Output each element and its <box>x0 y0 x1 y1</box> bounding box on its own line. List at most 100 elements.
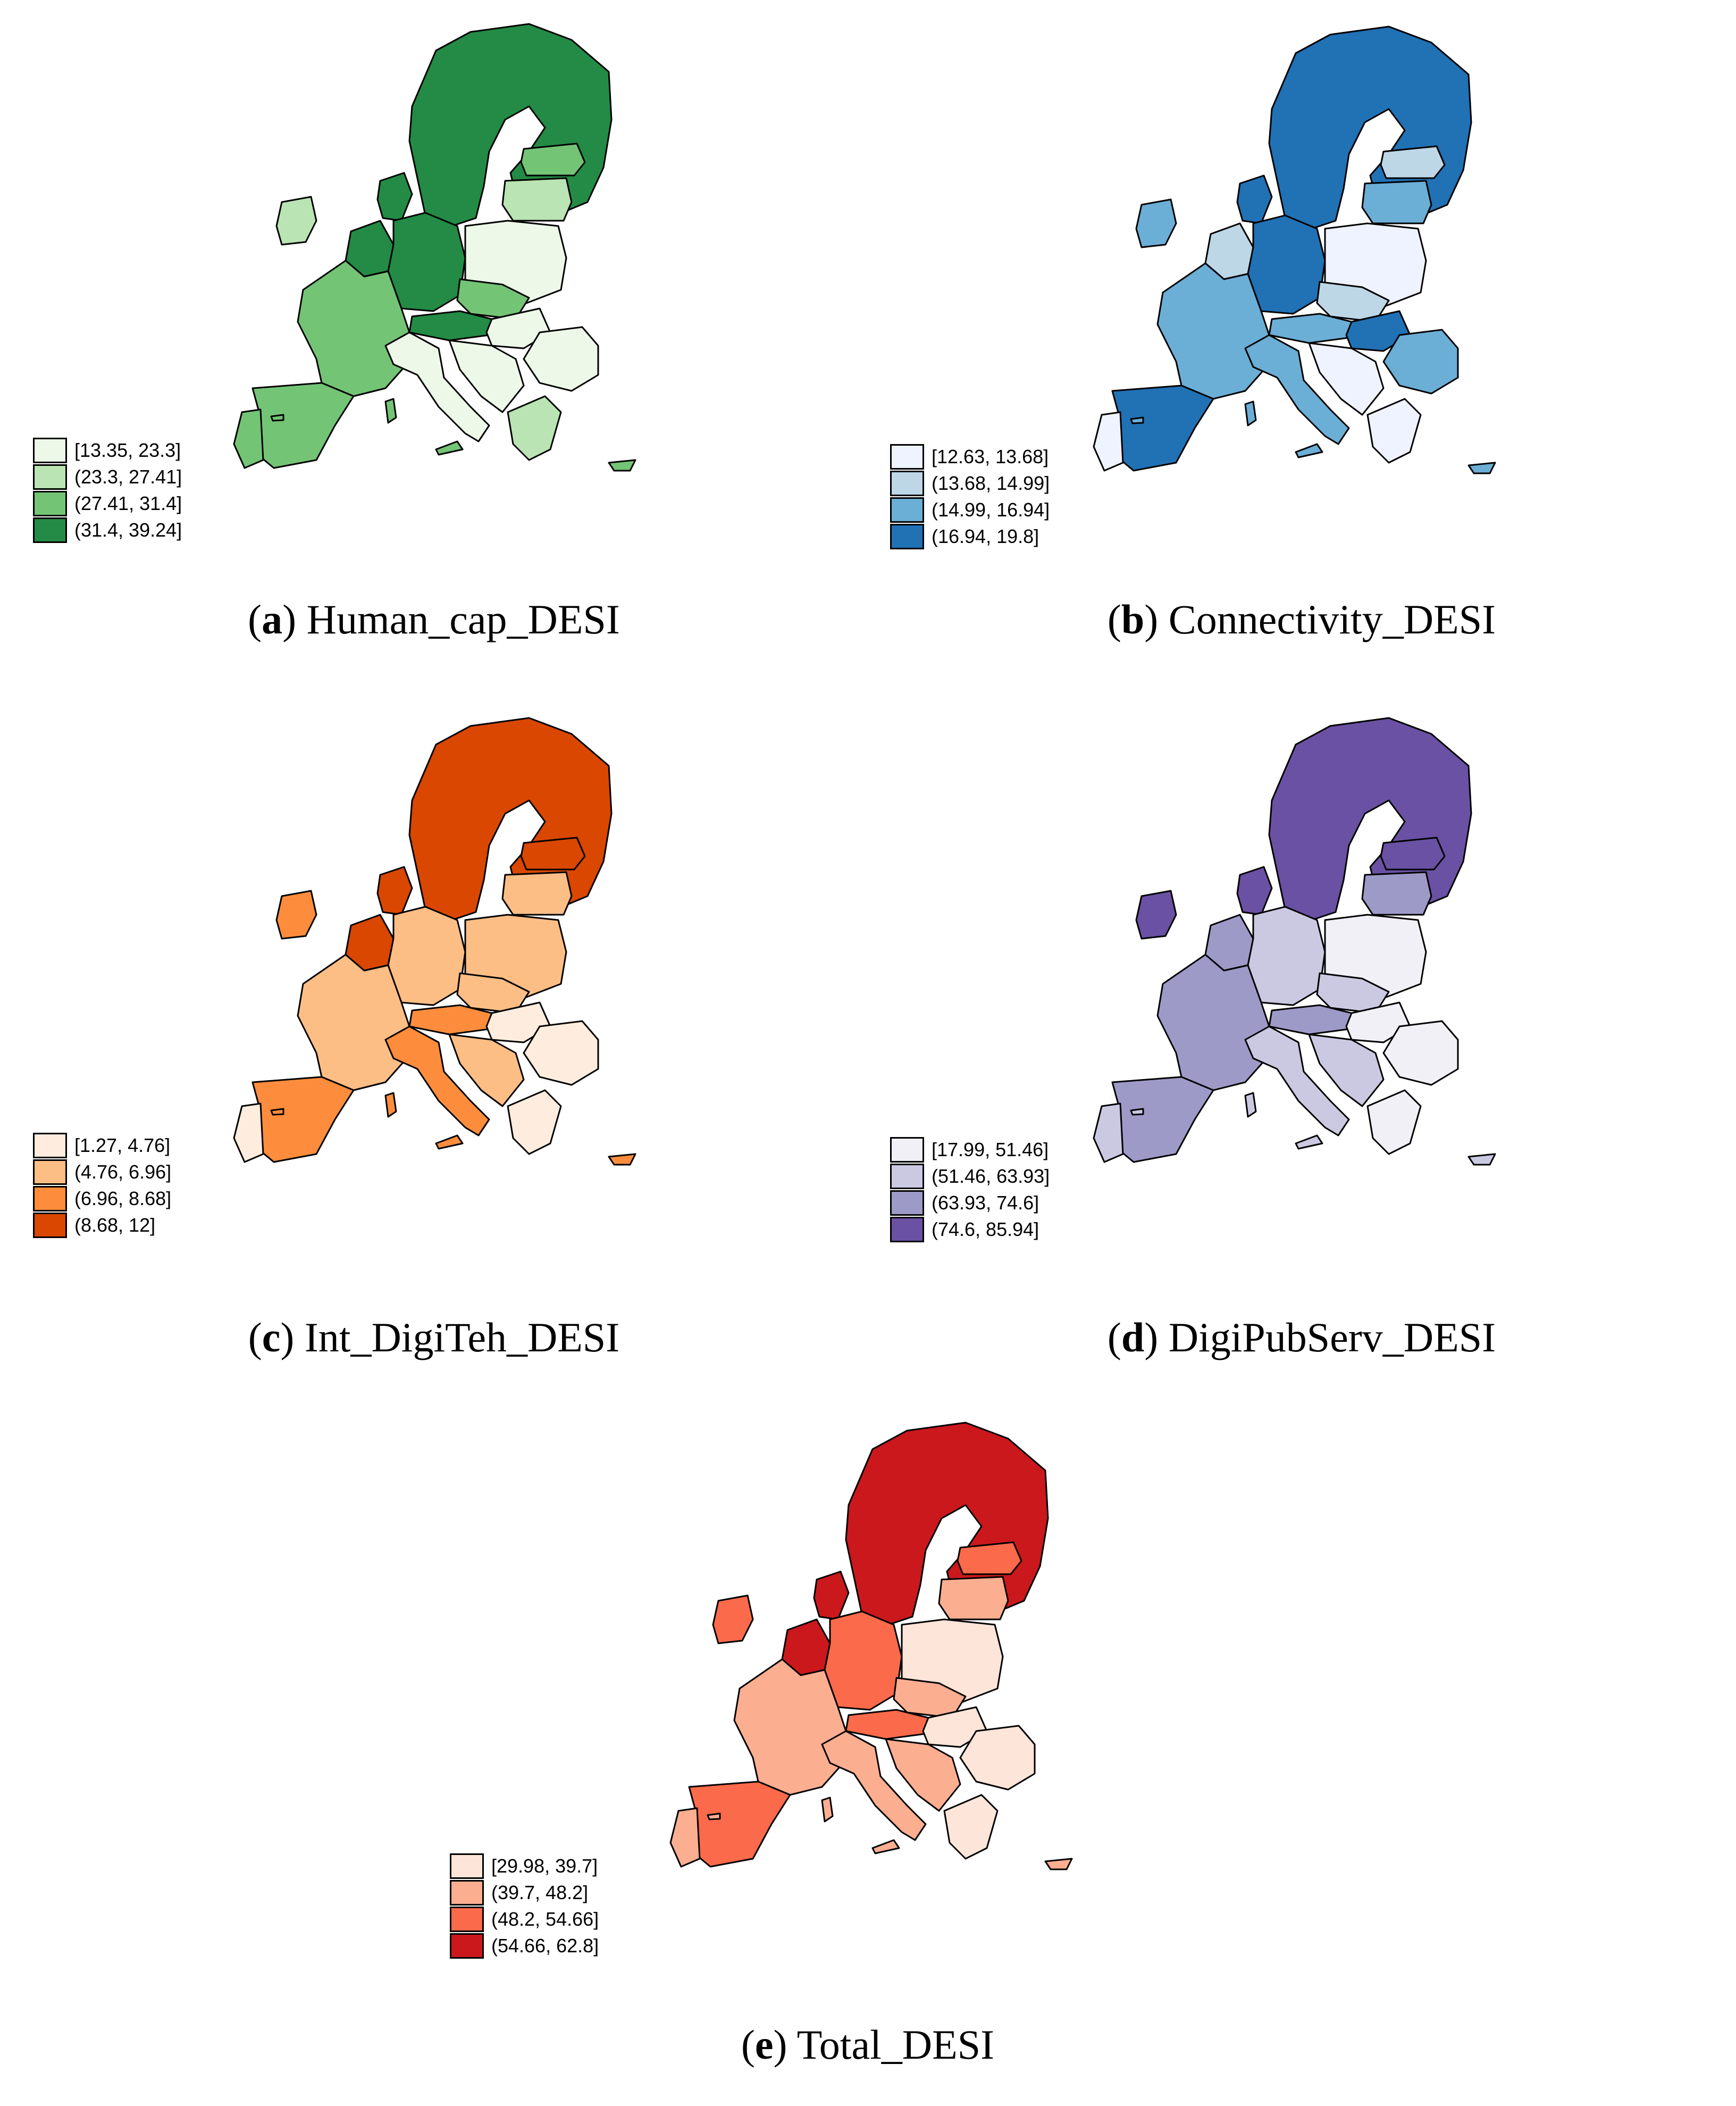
region-baltic-s <box>938 1576 1009 1620</box>
region-iberia <box>1111 1076 1214 1163</box>
legend-swatch <box>33 438 67 463</box>
legend-swatch <box>890 444 924 470</box>
region-germany <box>387 212 466 312</box>
legend-swatch <box>890 1164 924 1189</box>
legend-swatch <box>450 1907 484 1932</box>
region-italy <box>1244 334 1350 445</box>
legend-swatch <box>33 491 67 516</box>
caption-letter: d <box>1121 1314 1145 1360</box>
map-panel-a: [13.35, 23.3] (23.3, 27.41] (27.41, 31.4… <box>0 0 868 691</box>
region-hungary <box>922 1706 988 1748</box>
region-germany <box>1247 906 1326 1006</box>
region-romania <box>1382 329 1459 395</box>
panel-caption: (c) Int_DigiTeh_DESI <box>248 1314 620 1360</box>
legend-swatch <box>450 1880 484 1906</box>
region-greece <box>1366 1089 1422 1155</box>
choropleth-map <box>1093 26 1496 474</box>
region-denmark <box>813 1570 850 1620</box>
legend-label: [17.99, 51.46] <box>932 1139 1049 1160</box>
legend-swatch <box>890 1190 924 1216</box>
legend-label: (51.46, 63.93] <box>932 1165 1050 1187</box>
region-austria <box>845 1709 929 1740</box>
caption-title: Total_DESI <box>796 2021 995 2068</box>
region-balkans <box>448 1033 525 1107</box>
caption-letter: c <box>262 1314 281 1360</box>
legend-label: (39.7, 48.2] <box>491 1882 589 1903</box>
region-iberia <box>251 1076 355 1163</box>
region-greece <box>507 395 562 461</box>
region-baltic-n <box>957 1541 1022 1575</box>
region-romania <box>523 1020 599 1086</box>
caption-title: Human_cap_DESI <box>306 596 620 642</box>
region-greece <box>943 1794 999 1860</box>
map-legend: [1.27, 4.76] (4.76, 6.96] (6.96, 8.68] (… <box>33 1133 256 1244</box>
legend-label: (63.93, 74.6] <box>932 1192 1039 1214</box>
map-legend: [17.99, 51.46] (51.46, 63.93] (63.93, 74… <box>890 1137 1113 1249</box>
panel-caption: (b) Connectivity_DESI <box>1107 596 1496 642</box>
region-baltic-s <box>1361 180 1432 224</box>
region-ireland <box>712 1594 754 1644</box>
legend-label: [12.63, 13.68] <box>932 446 1049 467</box>
choropleth-map <box>233 23 636 472</box>
region-balkans <box>1308 342 1385 416</box>
region-italy <box>1244 1025 1350 1136</box>
legend-label: (8.68, 12] <box>74 1214 156 1236</box>
legend-swatch <box>890 524 924 549</box>
map-legend: [13.35, 23.3] (23.3, 27.41] (27.41, 31.4… <box>33 438 256 549</box>
region-germany <box>387 906 466 1006</box>
region-iberia <box>688 1781 791 1868</box>
legend-label: (16.94, 19.8] <box>932 525 1039 547</box>
region-islands <box>1130 400 1496 474</box>
region-greece <box>507 1089 562 1155</box>
region-romania <box>959 1725 1036 1791</box>
region-germany <box>1247 214 1326 315</box>
choropleth-map <box>233 717 636 1166</box>
region-islands <box>270 1092 636 1166</box>
legend-label: (6.96, 8.68] <box>74 1188 172 1209</box>
map-regions <box>1093 26 1496 474</box>
caption-letter: b <box>1121 596 1145 642</box>
region-austria <box>408 1004 493 1035</box>
panel-caption: (e) Total_DESI <box>741 2021 995 2068</box>
legend-label: (74.6, 85.94] <box>932 1218 1039 1240</box>
legend-swatch <box>890 1217 924 1242</box>
region-baltic-n <box>1380 145 1446 179</box>
region-balkans <box>1308 1033 1385 1107</box>
region-baltic-n <box>520 143 586 177</box>
region-ireland <box>1135 890 1177 940</box>
caption-title: DigiPubServ_DESI <box>1168 1314 1496 1360</box>
region-greece <box>1366 398 1422 464</box>
caption-title: Int_DigiTeh_DESI <box>304 1314 620 1360</box>
legend-swatch <box>890 497 924 523</box>
legend-label: (13.68, 14.99] <box>932 472 1050 494</box>
region-romania <box>523 326 599 392</box>
region-portugal <box>669 1807 701 1868</box>
legend-label: [13.35, 23.3] <box>74 439 181 461</box>
region-hungary <box>1345 310 1411 352</box>
panel-caption: (a) Human_cap_DESI <box>248 596 620 642</box>
region-baltic-s <box>1361 871 1432 916</box>
region-austria <box>408 310 493 341</box>
legend-label: (48.2, 54.66] <box>491 1908 599 1930</box>
caption-letter: a <box>262 596 283 642</box>
region-baltic-s <box>501 177 573 222</box>
legend-swatch <box>33 1186 67 1211</box>
map-regions <box>233 23 636 472</box>
map-panel-d: [17.99, 51.46] (51.46, 63.93] (63.93, 74… <box>868 691 1735 1399</box>
region-baltic-n <box>1380 837 1446 871</box>
map-panel-c: [1.27, 4.76] (4.76, 6.96] (6.96, 8.68] (… <box>0 691 868 1399</box>
region-portugal <box>1093 411 1124 472</box>
region-ireland <box>275 196 317 246</box>
legend-swatch <box>890 1137 924 1163</box>
legend-swatch <box>450 1933 484 1959</box>
region-germany <box>824 1610 903 1711</box>
legend-swatch <box>33 517 67 543</box>
region-hungary <box>485 1001 551 1043</box>
caption-title: Connectivity_DESI <box>1168 596 1496 642</box>
region-denmark <box>1236 174 1273 224</box>
region-iberia <box>1111 385 1214 472</box>
region-denmark <box>376 172 413 222</box>
region-denmark <box>1236 866 1273 916</box>
region-balkans <box>448 339 525 413</box>
region-portugal <box>233 408 264 469</box>
